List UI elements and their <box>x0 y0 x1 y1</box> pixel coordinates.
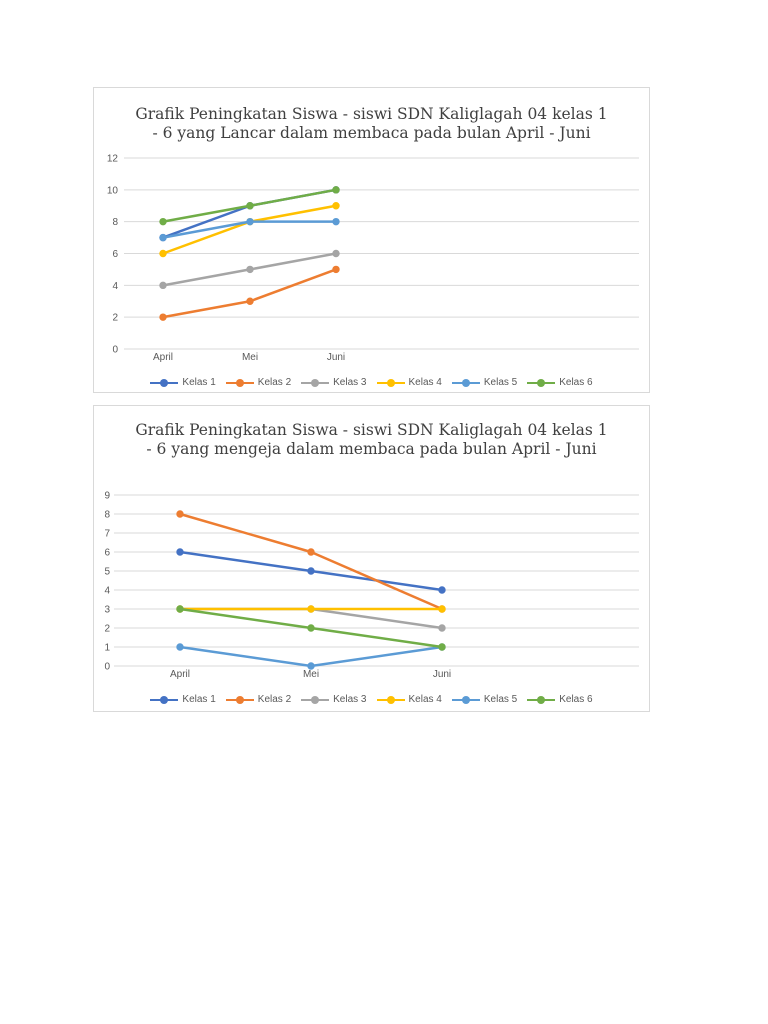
legend-entry: Kelas 6 <box>527 694 593 705</box>
legend-label: Kelas 3 <box>333 377 367 388</box>
y-tick-label: 8 <box>112 217 118 228</box>
chart-plot: 0 1 2 3 4 5 6 7 8 9 April Mei Juni <box>104 491 639 680</box>
legend-label: Kelas 1 <box>182 694 216 705</box>
legend-entry: Kelas 1 <box>150 694 216 705</box>
legend-swatch-icon <box>451 378 480 388</box>
legend-label: Kelas 4 <box>408 377 442 388</box>
chart-mengeja-membaca: Grafik Peningkatan Siswa - siswi SDN Kal… <box>93 405 650 712</box>
legend-label: Kelas 2 <box>257 377 292 388</box>
legend-entry: Kelas 6 <box>527 377 593 388</box>
data-point <box>159 249 167 258</box>
data-point <box>246 202 254 210</box>
legend-swatch-icon <box>451 695 480 705</box>
data-point <box>307 605 315 613</box>
legend-swatch-icon <box>225 378 254 388</box>
data-point <box>332 249 340 258</box>
x-tick-label: April <box>153 352 173 363</box>
legend-entry: Kelas 4 <box>376 377 442 388</box>
data-point <box>246 297 254 305</box>
y-tick-label: 4 <box>104 586 110 597</box>
chart-title: Grafik Peningkatan Siswa - siswi SDN Kal… <box>135 105 608 142</box>
data-point <box>438 586 446 594</box>
x-tick-label: Mei <box>242 352 258 363</box>
chart-plot: 0 2 4 6 8 10 12 April Mei Juni <box>107 154 639 363</box>
data-point <box>438 643 446 651</box>
y-tick-label: 5 <box>104 567 110 578</box>
x-tick-label: April <box>170 669 190 680</box>
y-tick-label: 0 <box>104 662 110 673</box>
legend-label: Kelas 3 <box>333 694 367 705</box>
data-point <box>159 217 167 226</box>
chart-title: Grafik Peningkatan Siswa - siswi SDN Kal… <box>135 421 608 458</box>
data-point <box>176 605 184 613</box>
y-tick-label: 8 <box>104 510 110 521</box>
legend-label: Kelas 4 <box>408 694 442 705</box>
chart-legend: Kelas 1 Kelas 2 Kelas 3 Kelas 4 Kelas 5 Kelas… <box>94 694 649 705</box>
legend-entry: Kelas 1 <box>150 377 216 388</box>
legend-swatch-icon <box>527 695 556 705</box>
legend-label: Kelas 2 <box>257 694 292 705</box>
legend-swatch-icon <box>225 695 254 705</box>
legend-swatch-icon <box>301 695 330 705</box>
y-tick-label: 2 <box>104 624 110 635</box>
legend-label: Kelas 1 <box>182 377 216 388</box>
legend-label: Kelas 5 <box>483 377 518 388</box>
legend-swatch-icon <box>376 695 405 705</box>
legend-label: Kelas 6 <box>559 377 593 388</box>
legend-swatch-icon <box>527 378 556 388</box>
legend-entry: Kelas 3 <box>301 694 367 705</box>
y-tick-label: 3 <box>104 605 110 616</box>
y-tick-label: 4 <box>112 281 118 292</box>
data-point <box>159 313 167 321</box>
data-point <box>176 643 184 651</box>
data-point <box>176 510 184 518</box>
y-tick-label: 6 <box>104 548 110 559</box>
y-tick-label: 2 <box>112 313 118 324</box>
data-point <box>307 567 315 575</box>
y-tick-label: 12 <box>107 154 119 165</box>
data-point <box>246 217 254 226</box>
series-line <box>179 512 443 611</box>
y-tick-label: 1 <box>104 643 110 654</box>
data-point <box>307 662 315 670</box>
x-tick-label: Juni <box>433 669 451 680</box>
data-point <box>307 548 315 556</box>
y-tick-label: 10 <box>107 185 119 196</box>
legend-entry: Kelas 3 <box>301 377 367 388</box>
series-line <box>162 188 337 239</box>
data-point <box>332 217 340 226</box>
legend-label: Kelas 5 <box>483 694 518 705</box>
legend-entry: Kelas 4 <box>376 694 442 705</box>
x-tick-label: Juni <box>327 352 345 363</box>
y-tick-label: 6 <box>112 249 118 260</box>
y-tick-label: 7 <box>104 529 110 540</box>
data-point <box>332 186 340 194</box>
data-point <box>332 265 340 274</box>
data-point <box>159 233 167 242</box>
data-point <box>159 281 167 290</box>
data-point <box>246 265 254 274</box>
y-tick-label: 9 <box>104 491 110 502</box>
chart-lancar-membaca: Grafik Peningkatan Siswa - siswi SDN Kal… <box>93 87 650 393</box>
series-line <box>162 268 337 319</box>
legend-swatch-icon <box>376 378 405 388</box>
legend-swatch-icon <box>150 378 179 388</box>
y-tick-label: 0 <box>112 345 118 356</box>
series-line <box>162 204 337 255</box>
chart-legend: Kelas 1 Kelas 2 Kelas 3 Kelas 4 Kelas 5 Kelas… <box>94 377 649 388</box>
x-tick-label: Mei <box>303 669 319 680</box>
legend-label: Kelas 6 <box>559 694 593 705</box>
data-point <box>176 548 184 556</box>
data-point <box>332 202 340 210</box>
data-point <box>438 624 446 632</box>
legend-entry: Kelas 5 <box>451 694 518 705</box>
legend-entry: Kelas 2 <box>225 694 292 705</box>
data-point <box>438 605 446 613</box>
legend-entry: Kelas 2 <box>225 377 292 388</box>
data-point <box>307 624 315 632</box>
legend-swatch-icon <box>150 695 179 705</box>
legend-swatch-icon <box>301 378 330 388</box>
legend-entry: Kelas 5 <box>451 377 518 388</box>
